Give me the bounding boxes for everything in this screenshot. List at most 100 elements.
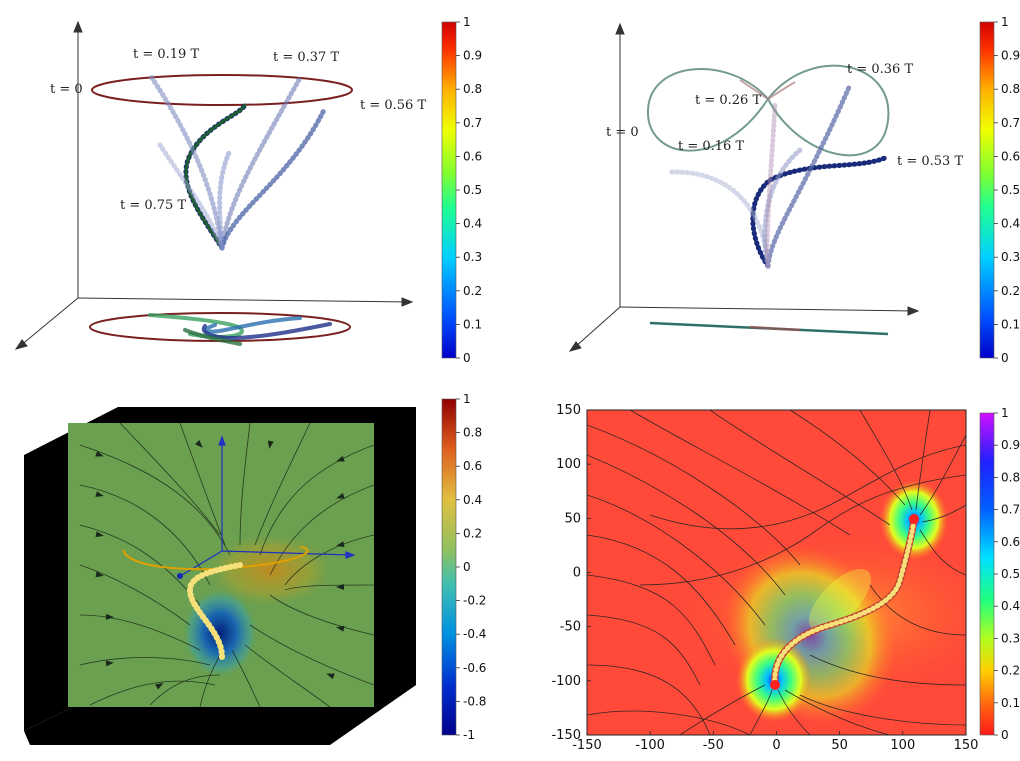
colorbar-tick-label: 0.5	[1001, 183, 1020, 197]
stream-arrow	[267, 440, 274, 449]
chart-heatmap-2d: -150 -100 -50 0 50 100 150 -150 -100 -50 0 50 100 150…	[551, 403, 1020, 753]
axes-3d	[181, 435, 356, 576]
stream-arrow	[336, 455, 345, 462]
colorbar-tick-label: -0.8	[463, 694, 486, 708]
annotation-t075: t = 0.75 T	[120, 198, 186, 213]
axes-3d	[14, 20, 414, 350]
stream-arrow	[95, 571, 104, 578]
orbit-ring	[91, 74, 353, 106]
filaments-3d	[667, 82, 890, 269]
x-tick-label: 0	[772, 738, 780, 753]
panel-bottom-right: -150 -100 -50 0 50 100 150 -150 -100 -50 0 50 100 150…	[510, 385, 1020, 761]
annotation-t036: t = 0.36 T	[847, 62, 913, 77]
axes-3d	[568, 22, 920, 352]
colorbar-tick-label: 0.4	[463, 217, 482, 231]
colorbar-ticks: -1 -0.8 -0.6 -0.4 -0.2 0 0.2 0.4 0.6 0.8 1	[456, 392, 486, 742]
panel-bottom-left: -1 -0.8 -0.6 -0.4 -0.2 0 0.2 0.4 0.6 0.8 1	[0, 385, 500, 761]
filaments-3d	[147, 72, 328, 251]
stream-arrow	[336, 584, 344, 590]
axis-ticks: -150 -100 -50 0 50 100 150 -150 -100 -50 0 50 100 150	[551, 403, 978, 753]
colorbar-tick-label: 0.7	[1001, 116, 1020, 130]
colorbar-tick-label: 0.2	[1001, 284, 1020, 298]
stream-arrow	[195, 440, 203, 448]
colorbar-ticks: 0 0.1 0.2 0.3 0.4 0.5 0.6 0.7 0.8 0.9 1	[994, 406, 1020, 742]
x-tick-label: -50	[703, 738, 724, 753]
colorbar: 0 0.1 0.2 0.3 0.4 0.5 0.6 0.7 0.8 0.9 1	[979, 15, 1020, 365]
colorbar-tick-label: -1	[463, 728, 475, 742]
colorbar-tick-label: 0.6	[1001, 149, 1020, 163]
colorbar-tick-label: 0.8	[1001, 470, 1020, 484]
colorbar-tick-label: 0.7	[1001, 503, 1020, 517]
colorbar-tick-label: 0.6	[1001, 535, 1020, 549]
colorbar-tick-label: 0.4	[1001, 599, 1020, 613]
x-tick-label: 150	[954, 738, 979, 753]
stream-arrow	[95, 450, 104, 457]
panel-top-right: t = 0 t = 0.16 T t = 0.26 T t = 0.36 T t…	[510, 0, 1020, 385]
stream-arrow	[336, 492, 345, 499]
colorbar-tick-label: -0.4	[463, 627, 486, 641]
colorbar-tick-label: 0.1	[1001, 696, 1020, 710]
y-tick-label: 100	[556, 457, 581, 472]
colorbar-tick-label: 0.5	[463, 183, 482, 197]
x-tick-label: -100	[635, 738, 665, 753]
colorbar-tick-label: 0	[1001, 728, 1009, 742]
y-tick-label: -150	[551, 728, 581, 743]
colorbar-tick-label: 0.9	[1001, 438, 1020, 452]
stream-arrow	[105, 660, 114, 667]
colorbar-tick-label: 1	[463, 392, 471, 406]
filament-beads	[186, 562, 243, 660]
y-tick-label: 50	[564, 511, 581, 526]
chart-3d-top-left: t = 0 t = 0.19 T t = 0.37 T t = 0.56 T t…	[14, 15, 482, 365]
streamlines	[587, 410, 966, 735]
x-tick-label: 100	[890, 738, 915, 753]
projected-filaments	[148, 313, 332, 346]
stream-arrow	[95, 531, 104, 538]
colorbar-tick-label: 0.3	[1001, 631, 1020, 645]
chart-3d-box: -1 -0.8 -0.6 -0.4 -0.2 0 0.2 0.4 0.6 0.8 1	[24, 392, 486, 745]
colorbar-tick-label: 0.6	[463, 149, 482, 163]
colorbar-tick-label: 0.1	[463, 317, 482, 331]
colorbar-tick-label: 0.8	[463, 426, 482, 440]
colorbar: 0 0.1 0.2 0.3 0.4 0.5 0.6 0.7 0.8 0.9 1	[441, 15, 482, 365]
orbit-path	[122, 546, 309, 571]
colorbar-tick-label: 0.8	[1001, 82, 1020, 96]
stream-arrow	[105, 613, 114, 620]
annotation-t0: t = 0	[50, 82, 83, 97]
annotation-t053: t = 0.53 T	[897, 154, 963, 169]
colorbar-tick-label: 0	[1001, 351, 1009, 365]
annotation-t0: t = 0	[606, 125, 639, 140]
annotation-t019: t = 0.19 T	[133, 47, 199, 62]
colorbar-tick-label: 0.2	[463, 526, 482, 540]
colorbar-tick-label: -0.6	[463, 661, 486, 675]
colorbar-tick-label: 1	[1001, 406, 1009, 420]
stream-arrows	[95, 440, 345, 690]
colorbar-tick-label: 1	[1001, 15, 1009, 29]
streamlines	[79, 423, 374, 707]
colorbar-ticks: 0 0.1 0.2 0.3 0.4 0.5 0.6 0.7 0.8 0.9 1	[456, 15, 482, 365]
stream-arrow	[95, 491, 104, 497]
stream-arrow	[336, 541, 345, 548]
stream-arrow	[155, 683, 164, 690]
y-tick-label: 0	[573, 566, 581, 581]
annotation-t056: t = 0.56 T	[360, 98, 426, 113]
stream-arrow	[336, 625, 345, 632]
y-tick-label: 150	[556, 403, 581, 418]
colorbar-tick-label: 0.9	[463, 49, 482, 63]
colorbar-tick-label: 0.2	[463, 284, 482, 298]
colorbar-tick-label: 0.2	[1001, 664, 1020, 678]
colorbar-tick-label: 0.3	[1001, 250, 1020, 264]
colorbar-tick-label: 0.7	[463, 116, 482, 130]
x-tick-label: 50	[831, 738, 848, 753]
annotation-t037: t = 0.37 T	[273, 50, 339, 65]
colorbar-tick-label: 0.8	[463, 82, 482, 96]
colorbar-tick-label: -0.2	[463, 594, 486, 608]
annotation-t026: t = 0.26 T	[695, 93, 761, 108]
colorbar-tick-label: 0.3	[463, 250, 482, 264]
colorbar-tick-label: 1	[463, 15, 471, 29]
colorbar-tick-label: 0.6	[463, 459, 482, 473]
colorbar: 0 0.1 0.2 0.3 0.4 0.5 0.6 0.7 0.8 0.9 1	[979, 406, 1020, 742]
panel-top-left: t = 0 t = 0.19 T t = 0.37 T t = 0.56 T t…	[0, 0, 500, 385]
colorbar-tick-label: 0.4	[1001, 217, 1020, 231]
colorbar-tick-label: 0	[463, 351, 471, 365]
y-tick-label: -50	[560, 620, 581, 635]
